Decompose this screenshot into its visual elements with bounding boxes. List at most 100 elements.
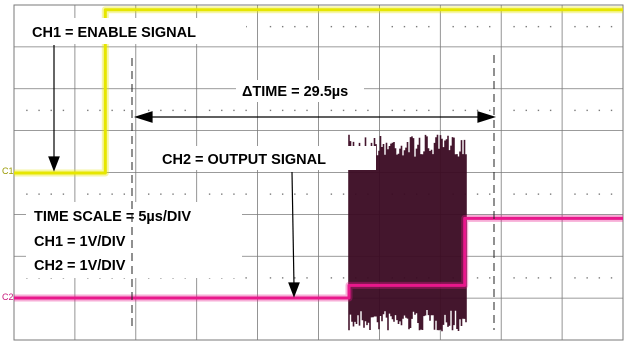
ch1-label: CH1 = ENABLE SIGNAL [32,25,196,41]
grid-dot [306,109,308,112]
grid-dot [160,109,162,112]
grid-dot [233,193,235,195]
grid-dot [586,193,588,195]
grid-dot [598,277,601,279]
grid-dot [62,193,65,195]
grid-dot [574,193,576,195]
grid-dot [269,193,272,195]
grid-dot [281,109,284,112]
grid-dot [306,277,308,279]
ch2-ground-marker: C2 [2,292,14,302]
grid-dot [281,25,284,28]
grid-dot [476,109,479,112]
grid-dot [513,277,515,279]
grid-dot [537,109,540,112]
grid-dot [464,109,467,112]
grid-dot [245,109,247,112]
grid-dot [330,277,333,279]
grid-dot [403,109,406,112]
ch2-label: CH2 = OUTPUT SIGNAL [162,152,326,168]
grid-dot [367,25,369,28]
grid-dot [464,25,467,28]
grid-dot [525,25,527,28]
grid-dot [342,277,345,279]
grid-dot [415,25,418,28]
grid-dot [281,193,284,195]
grid-dot [99,193,101,195]
grid-dot [355,109,357,112]
grid-dot [476,277,479,279]
grid-dot [428,25,430,28]
grid-dot [147,109,150,112]
grid-dot [269,25,272,28]
grid-dot [172,193,174,195]
grid-dot [342,25,345,28]
grid-dot [306,25,308,28]
grid-dot [330,193,333,195]
grid-dot [586,109,588,112]
grid-dot [330,25,333,28]
grid-dot [610,193,613,195]
ch2-trace [14,216,623,300]
grid-dot [294,193,296,195]
grid-dot [537,277,540,279]
grid-dot [574,25,576,28]
grid-dot [598,25,601,28]
ch2-scale-label: CH2 = 1V/DIV [34,258,126,274]
grid-dot [574,277,576,279]
grid-dot [245,277,247,279]
grid-dot [111,193,113,195]
grid-dot [586,25,588,28]
grid-dot [208,109,211,112]
grid-dot [99,109,101,112]
grid-dot [123,109,126,112]
grid-dot [428,109,430,112]
grid-dot [294,277,296,279]
grid-dot [549,109,552,112]
time-scale-label: TIME SCALE = 5µs/DIV [34,209,191,225]
grid-dot [87,109,89,112]
grid-dot [87,193,89,195]
delta-time-label-bg [236,80,364,102]
grid-dot [221,109,223,112]
grid-dot [50,109,52,112]
ch2-callout-arrowhead [288,282,300,298]
grid-dot [476,25,479,28]
grid-dot [355,25,357,28]
grid-dot [330,109,333,112]
grid-dot [269,277,272,279]
grid-dot [513,193,515,195]
delta-time-label: ΔTIME = 29.5µs [242,84,348,100]
grid-dot [306,193,308,195]
grid-dot [123,193,126,195]
grid-dot [233,109,235,112]
grid-dot [549,277,552,279]
grid-dot [245,193,247,195]
grid-dot [489,25,491,28]
grid-dot [513,25,515,28]
grid-dot [452,25,454,28]
grid-dot [269,109,272,112]
grid-dot [610,277,613,279]
grid-dot [415,109,418,112]
grid-dot [489,109,491,112]
grid-dot [391,25,393,28]
grid-dot [294,109,296,112]
grid-dot [525,193,527,195]
grid-dot [160,193,162,195]
grid-dot [549,25,552,28]
grid-dot [245,25,247,28]
grid-dot [367,109,369,112]
grid-dot [598,193,601,195]
grid-dot [610,25,613,28]
ch1-label-bg [26,18,246,44]
grid-dot [147,193,150,195]
grid-dot [574,109,576,112]
waveform-traces [14,6,623,302]
grid-dot [184,109,186,112]
grid-dot [476,193,479,195]
delta-time-left-arrowhead [133,111,153,123]
grid-dot [38,193,40,195]
grid-dot [598,109,601,112]
